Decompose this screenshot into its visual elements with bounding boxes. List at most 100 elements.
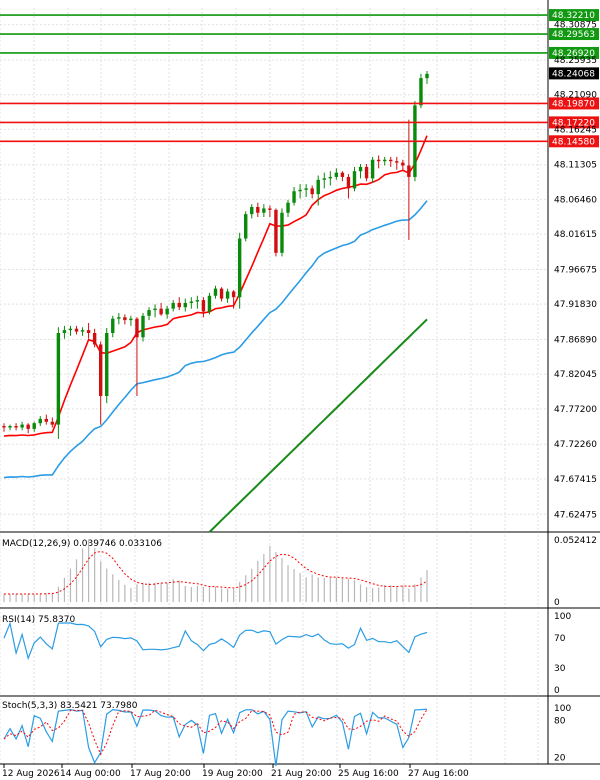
candle-body: [98, 344, 103, 396]
candle-body: [153, 308, 157, 311]
resistance-level-tag: [549, 9, 599, 22]
moving-averages: [3, 135, 428, 533]
candle-body: [262, 208, 266, 213]
candle-body: [292, 191, 296, 203]
price-tick-label: 47.67415: [554, 475, 597, 485]
candle-body: [183, 302, 187, 308]
support-level-tag: [549, 97, 599, 110]
candle-body: [425, 73, 429, 79]
candle-body: [256, 207, 260, 213]
resistance-level-tag: [549, 28, 599, 41]
macd-axis-label: 0: [554, 598, 560, 608]
candle-body: [129, 318, 133, 321]
price-tick-label: 47.91830: [554, 300, 597, 310]
price-tick-label: 48.16245: [554, 125, 597, 135]
candle-body: [250, 207, 254, 215]
price-tick-label: 48.30875: [554, 21, 597, 31]
price-tick-label: 48.06460: [554, 195, 597, 205]
stoch-signal-line: [3, 709, 428, 756]
resistance-level-label: 48.29563: [552, 30, 595, 40]
price-tick-label: 48.25935: [554, 56, 597, 66]
candle-body: [328, 176, 333, 179]
candle-body: [376, 159, 381, 162]
candle-body: [2, 426, 6, 428]
candle-body: [304, 188, 308, 190]
candle-body: [171, 302, 175, 309]
time-tick-label: 27 Aug 16:00: [408, 769, 469, 779]
stoch-axis-label: 20: [554, 754, 566, 764]
candle-body: [207, 295, 212, 312]
price-tick-label: 47.77200: [554, 405, 597, 415]
candle-body: [38, 418, 42, 424]
time-tick-label: 12 Aug 2026: [2, 769, 60, 779]
candle-body: [219, 288, 224, 299]
price-tick-label: 47.62475: [554, 510, 597, 520]
candle-body: [165, 308, 169, 315]
time-tick-label: 21 Aug 20:00: [271, 769, 332, 779]
candle-body: [189, 301, 194, 303]
candle-body: [62, 330, 67, 333]
candle-body: [44, 418, 48, 422]
price-levels: 48.32210 48.29563 48.26920 48.19870 48.17220…: [0, 9, 599, 148]
price-tick-label: 48.11305: [554, 161, 597, 171]
candle-body: [322, 178, 326, 180]
price-tick-label: 47.72260: [554, 440, 597, 450]
candle-body: [370, 159, 375, 179]
support-level-tag: [549, 116, 599, 129]
candle-body: [32, 423, 36, 429]
candle-body: [231, 291, 236, 298]
candle-body: [310, 188, 314, 195]
ma-fast-line: [3, 135, 428, 437]
stoch-axis-label: 80: [554, 716, 566, 726]
candle-body: [86, 330, 91, 333]
candle-body: [141, 315, 145, 338]
candle-body: [419, 78, 423, 106]
support-level-label: 48.19870: [552, 99, 595, 109]
current-price-label: 48.24068: [552, 69, 595, 79]
rsi-label: RSI(14) 75.8370: [2, 615, 75, 625]
candle-body: [316, 179, 320, 195]
rsi-axis-label: 30: [554, 664, 566, 674]
candle-body: [80, 330, 85, 332]
price-tick-label: 47.82045: [554, 370, 597, 380]
candle-body: [352, 171, 357, 189]
macd-panel: MACD(12,26,9) 0.039746 0.033106 0.052412…: [2, 536, 597, 608]
candlestick-series: [2, 70, 429, 439]
candle-body: [195, 300, 200, 302]
candle-body: [117, 317, 121, 319]
support-level-label: 48.14580: [552, 137, 595, 147]
resistance-level-label: 48.26920: [552, 49, 595, 59]
candle-body: [346, 176, 351, 189]
candle-body: [159, 308, 163, 315]
candle-body: [201, 300, 206, 312]
candle-body: [177, 302, 181, 308]
support-level-label: 48.17220: [552, 118, 595, 128]
price-tick-label: 48.21090: [554, 91, 597, 101]
candle-body: [298, 189, 302, 192]
candle-body: [280, 212, 284, 253]
price-axis: 48.30875 48.25935 48.21090 48.16245 48.11305…: [554, 21, 597, 521]
candle-body: [334, 172, 339, 177]
candle-body: [358, 166, 363, 172]
candle-body: [92, 332, 97, 345]
resistance-level-tag: [549, 46, 599, 59]
candle-body: [401, 162, 405, 166]
candle-body: [213, 288, 218, 296]
candle-body: [8, 426, 12, 428]
time-axis: 12 Aug 2026 14 Aug 00:00 17 Aug 20:00 19 Au…: [2, 764, 469, 779]
candle-body: [286, 202, 290, 213]
macd-axis-label: 0.052412: [554, 536, 597, 546]
rsi-axis-label: 100: [554, 612, 571, 622]
candle-body: [20, 424, 24, 428]
candle-body: [123, 317, 127, 321]
stoch-axis-label: 100: [554, 704, 571, 714]
candle-body: [135, 318, 139, 338]
rsi-line: [3, 621, 428, 661]
ma-slow-line: [208, 318, 428, 533]
price-tick-label: 47.96675: [554, 265, 597, 275]
candle-body: [147, 310, 151, 316]
candle-body: [268, 208, 272, 210]
candle-body: [225, 291, 230, 299]
